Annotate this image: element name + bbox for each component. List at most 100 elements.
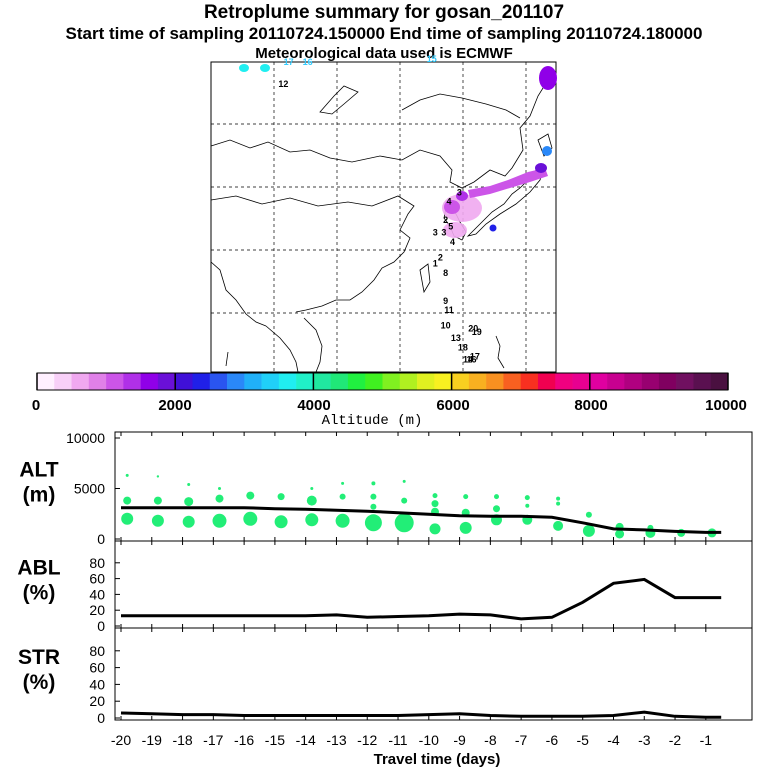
altitude-cluster-point (582, 524, 595, 537)
colorbar-swatch (468, 373, 487, 390)
series-line (121, 577, 722, 621)
altitude-cluster-point (524, 495, 530, 501)
x-tick-label: -8 (484, 732, 497, 748)
altitude-cluster-point (553, 520, 564, 531)
map-graticule (211, 62, 556, 372)
plume-patch (260, 64, 270, 72)
colorbar-swatch (175, 373, 193, 390)
y-tick-label: 0 (97, 531, 105, 547)
altitude-cluster-point (182, 515, 195, 528)
altitude-cluster-point (525, 503, 530, 508)
colorbar-swatch (140, 373, 159, 390)
map-label: 3 (457, 187, 462, 197)
colorbar-swatch (417, 373, 435, 390)
y-tick-label: 10000 (66, 430, 105, 446)
map-frame (210, 61, 557, 373)
altitude-cluster-point (494, 494, 499, 500)
colorbar-swatch (572, 373, 591, 390)
map-label: 10 (441, 321, 451, 331)
x-tick-label: -5 (576, 732, 589, 748)
altitude-cluster-point (401, 497, 408, 504)
colorbar-swatch (382, 373, 401, 390)
altitude-cluster-point (218, 487, 221, 490)
x-tick-label: -18 (172, 732, 192, 748)
colorbar-swatch (88, 373, 107, 390)
altitude-cluster-point (274, 515, 288, 529)
altitude-cluster-point (371, 481, 376, 486)
colorbar-swatch (54, 373, 72, 390)
map-label: 2 (443, 215, 448, 225)
x-tick-label: -13 (326, 732, 346, 748)
colorbar-swatch (296, 373, 314, 390)
colorbar-tick-6000: 6000 (436, 397, 469, 414)
colorbar-swatch (71, 373, 90, 390)
colorbar-swatch (486, 373, 504, 390)
map-label: 2 (438, 252, 443, 262)
altitude-cluster-point (306, 495, 317, 506)
y-tick-label: 5000 (74, 481, 105, 497)
plume-patch (542, 146, 552, 156)
colorbar-swatch (313, 373, 331, 390)
y-tick-label: 0 (97, 618, 105, 634)
altitude-cluster-point (121, 512, 134, 525)
colorbar-swatch (658, 373, 677, 390)
y-tick-label: 80 (89, 555, 105, 571)
altitude-colorbar (36, 372, 729, 391)
altitude-cluster-point (335, 513, 350, 528)
x-tick-label: -6 (546, 732, 559, 748)
map-label: 17 (470, 352, 480, 362)
colorbar-swatch (157, 373, 176, 390)
map-label: 20 (468, 324, 478, 334)
plume-patch (443, 222, 467, 238)
colorbar-tick-8000: 8000 (574, 397, 607, 414)
colorbar-tick-4000: 4000 (297, 397, 330, 414)
altitude-cluster-point (156, 475, 160, 478)
colorbar-swatch (209, 373, 228, 390)
altitude-cluster-point (215, 494, 224, 503)
colorbar-swatch (589, 373, 608, 390)
y-tick-label: 20 (89, 602, 105, 618)
colorbar-swatch (123, 373, 141, 390)
travel-time-axis: -20 -19 -18 -17 -16 -15 -14 -13 -12 -11 -10 -9 -8 -7 -… (111, 732, 712, 748)
plume-footprint (239, 64, 557, 238)
x-tick-label: -2 (669, 732, 682, 748)
map-label: 18 (458, 342, 468, 352)
plume-patch (239, 64, 249, 72)
altitude-cluster-point (463, 494, 469, 500)
altitude-cluster-point (364, 514, 382, 532)
series-line (120, 710, 722, 719)
altitude-cluster-point (556, 496, 561, 501)
x-tick-label: -17 (203, 732, 223, 748)
sampling-times: Start time of sampling 20110724.150000 E… (65, 24, 703, 43)
x-tick-label: -3 (638, 732, 651, 748)
panel-ylabel: STR (18, 646, 60, 669)
altitude-cluster-point (585, 511, 592, 518)
panel-ylabel: (%) (23, 671, 56, 694)
altitude-cluster-point (493, 505, 500, 513)
altitude-cluster-point (615, 529, 625, 539)
colorbar-swatch (192, 373, 211, 390)
altitude-cluster-point (432, 493, 438, 499)
altitude-cluster-point (370, 493, 377, 500)
colorbar-swatch (624, 373, 642, 390)
x-tick-label: -19 (142, 732, 162, 748)
x-tick-label: -7 (515, 732, 528, 748)
altitude-cluster-point (187, 483, 191, 486)
colorbar-swatch (227, 373, 245, 390)
colorbar-swatch (676, 373, 694, 390)
colorbar-swatch (641, 373, 660, 390)
altitude-cluster-point (310, 487, 314, 490)
altitude-cluster-point (556, 501, 561, 506)
colorbar-swatch (555, 373, 573, 390)
colorbar-tick-10000: 10000 (705, 397, 747, 414)
y-tick-label: 20 (89, 693, 105, 709)
x-tick-label: -20 (111, 732, 131, 748)
panel-ylabel: (%) (23, 582, 56, 605)
plume-patch (456, 191, 468, 201)
plume-patch (535, 163, 547, 173)
colorbar-swatch (693, 373, 712, 390)
